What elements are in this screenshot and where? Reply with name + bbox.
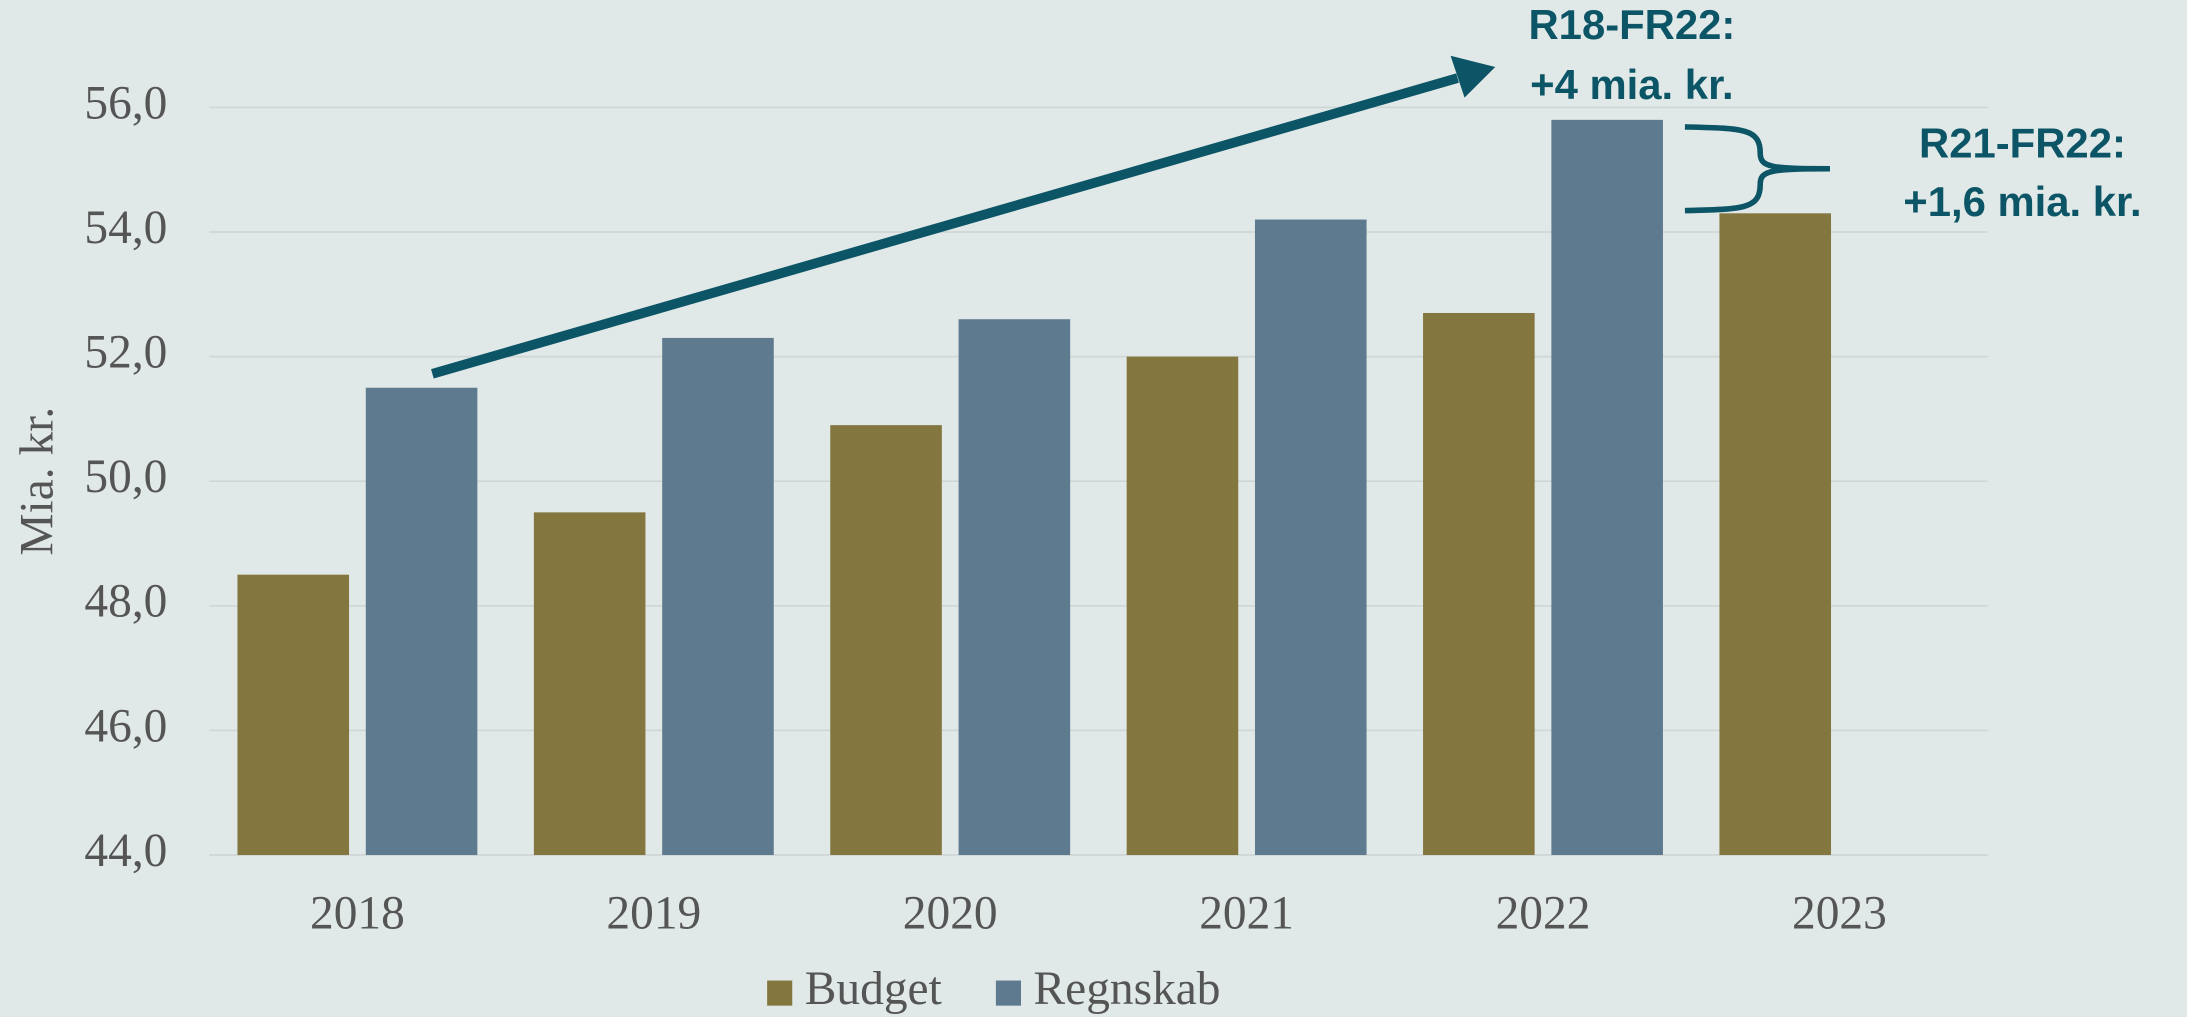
bar [1423, 312, 1535, 856]
bar [365, 387, 478, 856]
bar [830, 425, 942, 856]
y-tick-label: 52,0 [84, 326, 167, 378]
bar [237, 574, 350, 856]
bar [662, 337, 774, 856]
arrow-head [1450, 55, 1496, 98]
y-tick-label: 44,0 [84, 825, 167, 877]
y-tick-label: 56,0 [84, 77, 167, 129]
y-axis-label: Mia. kr. [12, 407, 64, 556]
x-tick-label: 2021 [1199, 888, 1294, 940]
x-tick-label: 2023 [1792, 888, 1887, 940]
legend-label: Regnskab [1034, 963, 1221, 1015]
annotation: +1,6 mia. kr. [1903, 178, 2141, 225]
bar [958, 319, 1071, 856]
bar [1126, 356, 1239, 856]
bar [1551, 119, 1663, 856]
y-tick-label: 50,0 [84, 451, 167, 503]
annotation: R18-FR22: [1528, 1, 1735, 48]
legend-swatch [767, 980, 793, 1006]
trend-arrow [431, 73, 1459, 379]
legend-label: Budget [805, 963, 942, 1015]
x-tick-label: 2022 [1496, 888, 1591, 940]
annotation: R21-FR22: [1919, 120, 2126, 167]
bar [1254, 219, 1367, 856]
bar [533, 512, 646, 856]
x-tick-label: 2020 [903, 888, 998, 940]
bar [1719, 213, 1832, 856]
x-tick-label: 2019 [606, 888, 701, 940]
annotation: +4 mia. kr. [1530, 61, 1733, 108]
y-tick-label: 54,0 [84, 202, 167, 254]
brace [1684, 124, 1830, 214]
x-tick-label: 2018 [310, 888, 405, 940]
y-tick-label: 46,0 [84, 700, 167, 752]
legend-swatch [995, 980, 1021, 1006]
y-tick-label: 48,0 [84, 576, 167, 628]
